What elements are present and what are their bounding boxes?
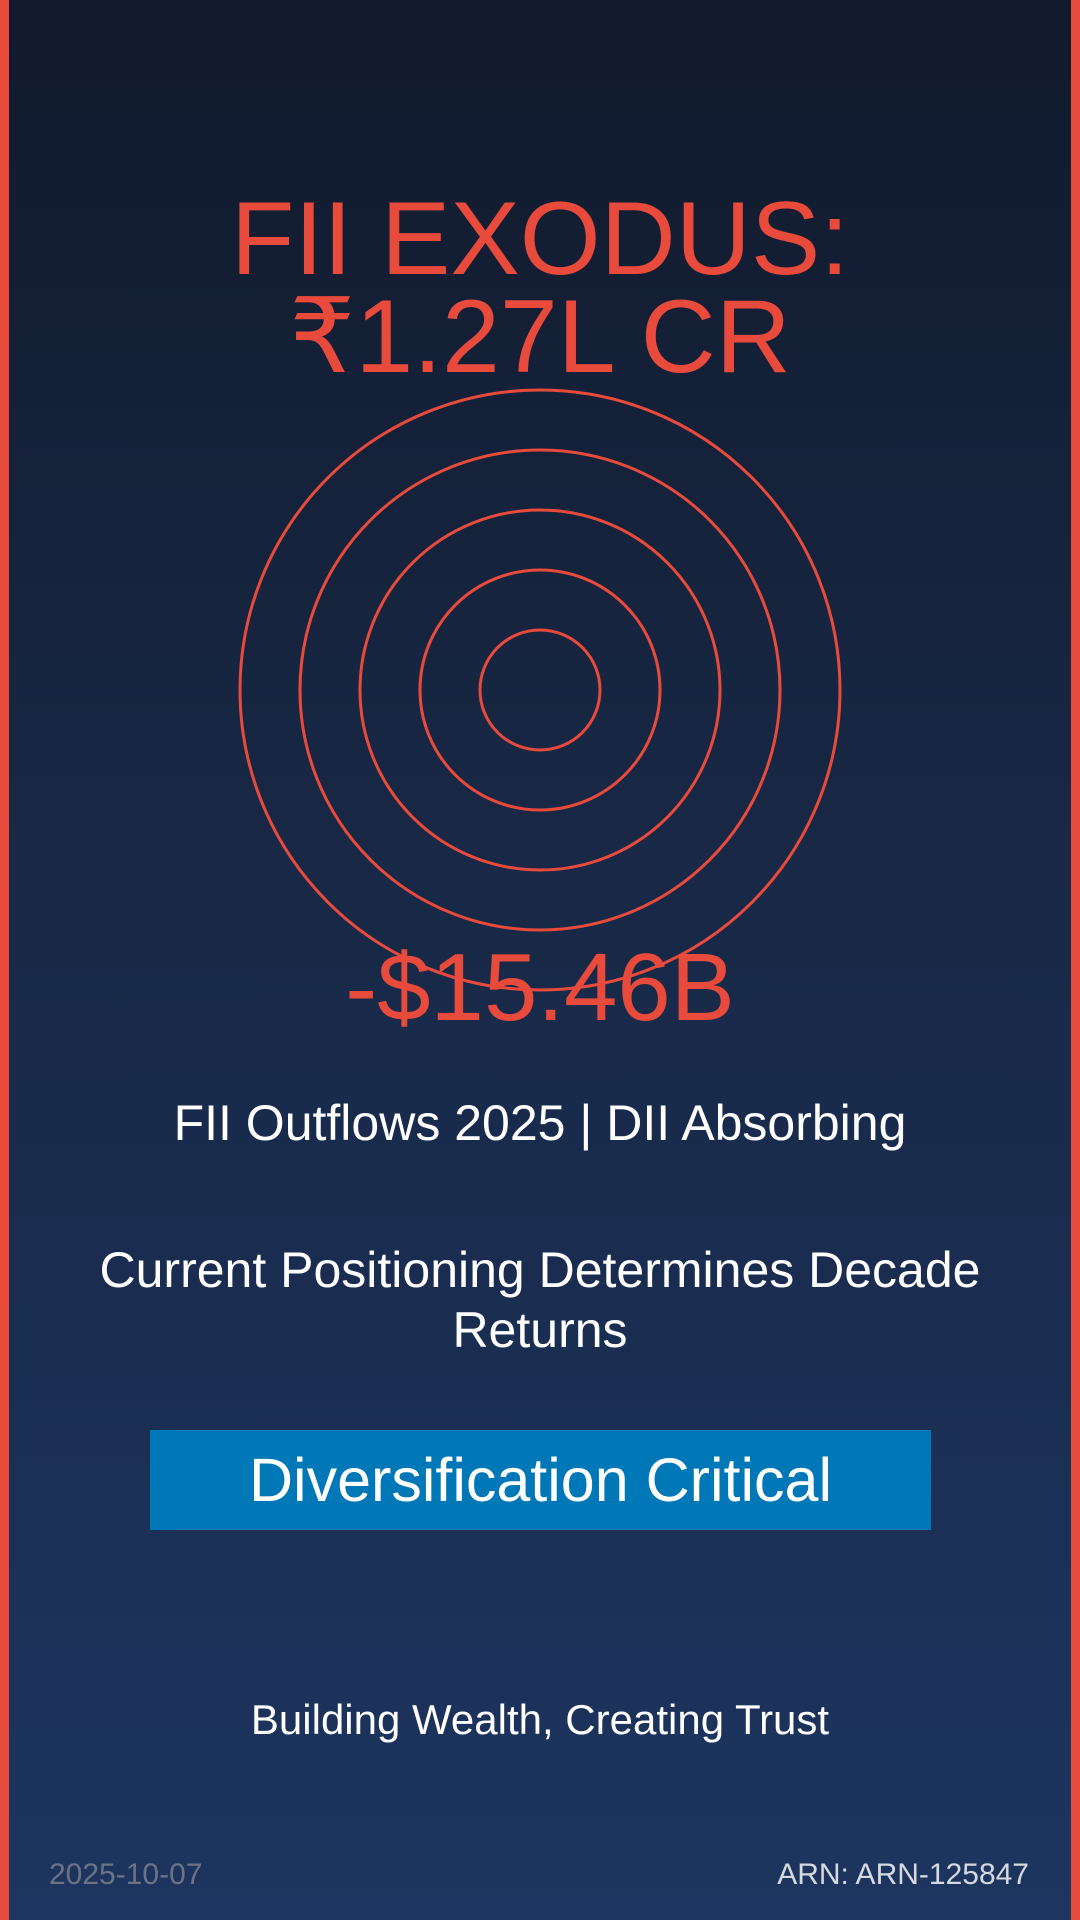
ring-2 <box>298 448 782 932</box>
headline-line-1: FII EXODUS: <box>230 181 850 297</box>
ring-3 <box>358 508 722 872</box>
headline-line-2: ₹1.27L CR <box>289 279 791 395</box>
footer-date: 2025-10-07 <box>49 1858 203 1891</box>
ring-1 <box>238 388 842 992</box>
subtitle: FII Outflows 2025 | DII Absorbing <box>173 1095 907 1151</box>
ring-4 <box>418 568 662 812</box>
footer-arn: ARN: ARN-125847 <box>777 1858 1029 1891</box>
ring-5 <box>478 628 602 752</box>
diversification-banner: Diversification Critical <box>150 1430 931 1530</box>
outflow-amount: -$15.46B <box>345 934 735 1041</box>
headline: FII EXODUS: ₹1.27L CR <box>0 181 1080 395</box>
positioning-statement: Current Positioning Determines Decade Re… <box>99 1242 981 1358</box>
tagline: Building Wealth, Creating Trust <box>250 1696 830 1743</box>
